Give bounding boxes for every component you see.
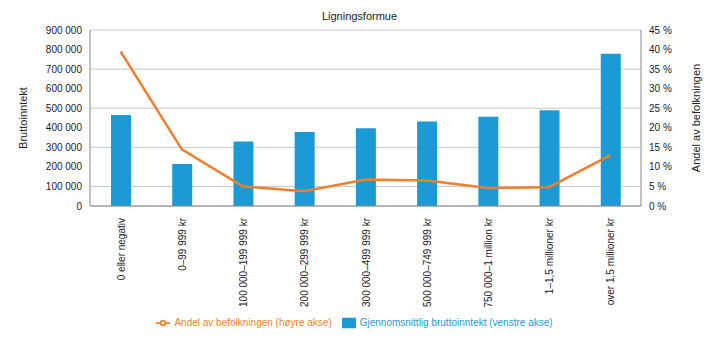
svg-text:800 000: 800 000 <box>46 44 83 55</box>
svg-text:10 %: 10 % <box>649 161 672 172</box>
svg-text:1–1,5 millioner kr: 1–1,5 millioner kr <box>544 217 555 294</box>
svg-text:Bruttoinntekt: Bruttoinntekt <box>17 87 29 149</box>
svg-text:200 000–299 999 kr: 200 000–299 999 kr <box>299 217 310 307</box>
svg-text:5 %: 5 % <box>649 181 666 192</box>
html-text:Andel av befolkningen (høyre a: Andel av befolkningen (høyre akse) <box>174 316 332 328</box>
svg-text:100 000: 100 000 <box>46 181 83 192</box>
svg-text:45 %: 45 % <box>649 25 672 36</box>
svg-text:25 %: 25 % <box>649 103 672 114</box>
svg-text:30 %: 30 % <box>649 83 672 94</box>
html-text:Ligningsformue: Ligningsformue <box>321 10 398 22</box>
svg-text:600 000: 600 000 <box>46 83 83 94</box>
svg-text:40 %: 40 % <box>649 44 672 55</box>
svg-text:35 %: 35 % <box>649 64 672 75</box>
html-text:Gjennomsnittlig bruttoinntekt: Gjennomsnittlig bruttoinntekt (venstre a… <box>359 316 553 328</box>
svg-text:15 %: 15 % <box>649 142 672 153</box>
svg-text:200 000: 200 000 <box>46 161 83 172</box>
svg-text:20 %: 20 % <box>649 122 672 133</box>
svg-text:900 000: 900 000 <box>46 25 83 36</box>
svg-text:300 000–499 999 kr: 300 000–499 999 kr <box>361 217 372 307</box>
svg-text:500 000–749 999 kr: 500 000–749 999 kr <box>422 217 433 307</box>
svg-text:0 %: 0 % <box>649 201 666 212</box>
svg-text:700 000: 700 000 <box>46 64 83 75</box>
svg-text:0–99 999 kr: 0–99 999 kr <box>177 217 188 270</box>
svg-text:Andel av befolkningen: Andel av befolkningen <box>690 64 702 172</box>
svg-text:400 000: 400 000 <box>46 122 83 133</box>
svg-text:100 000–199 999 kr: 100 000–199 999 kr <box>238 217 249 307</box>
svg-text:0: 0 <box>76 201 82 212</box>
svg-text:500 000: 500 000 <box>46 103 83 114</box>
svg-text:0 eller negativ: 0 eller negativ <box>116 218 127 280</box>
svg-text:300 000: 300 000 <box>46 142 83 153</box>
svg-text:750 000–1 million kr: 750 000–1 million kr <box>483 217 494 307</box>
svg-text:over 1,5 millioner kr: over 1,5 millioner kr <box>605 217 616 305</box>
